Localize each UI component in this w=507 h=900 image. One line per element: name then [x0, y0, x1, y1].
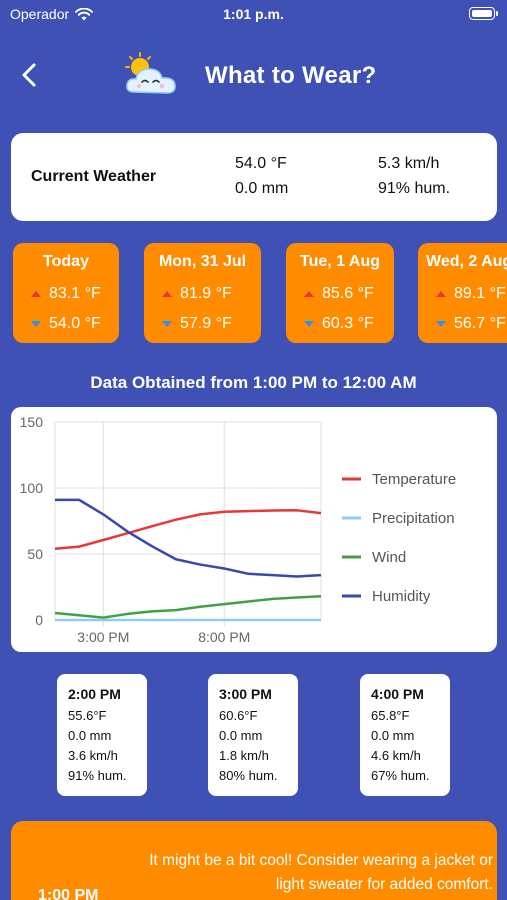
arrow-down-icon — [162, 321, 172, 327]
hourly-precip: 0.0 mm — [371, 728, 415, 743]
hourly-wind: 4.6 km/h — [371, 748, 421, 763]
forecast-day: Today — [43, 253, 89, 270]
forecast-day: Mon, 31 Jul — [158, 253, 247, 270]
forecast-day: Tue, 1 Aug — [300, 253, 380, 270]
forecast-low: 60.3 °F — [304, 315, 374, 333]
recommendation-text: It might be a bit cool! Consider wearing… — [149, 852, 493, 893]
y-tick-label: 50 — [27, 546, 43, 562]
weather-chart-card: 0 50 100 150 3:00 PM 8:00 PM Temperature Precip… — [11, 407, 497, 652]
hourly-temp: 65.8°F — [371, 708, 410, 723]
arrow-down-icon — [436, 321, 446, 327]
status-bar: Operador 1:01 p.m. — [0, 0, 507, 30]
series-line-humidity — [55, 498, 322, 578]
x-tick-label: 8:00 PM — [198, 629, 250, 645]
forecast-low: 54.0 °F — [31, 315, 101, 333]
hourly-humidity: 91% hum. — [68, 768, 127, 783]
hourly-time: 2:00 PM — [68, 686, 121, 702]
forecast-high: 83.1 °F — [31, 285, 101, 303]
series-line-temperature — [54, 509, 322, 550]
legend-label: Precipitation — [372, 510, 455, 527]
wifi-icon — [75, 7, 94, 20]
y-tick-label: 150 — [20, 414, 44, 430]
hourly-card[interactable]: 3:00 PM 60.6°F 0.0 mm 1.8 km/h 80% hum. — [208, 674, 298, 796]
app-header: What to Wear? — [0, 52, 507, 100]
forecast-low: 56.7 °F — [436, 315, 506, 333]
data-range-title: Data Obtained from 1:00 PM to 12:00 AM — [90, 373, 417, 392]
forecast-card[interactable]: Wed, 2 Aug 89.1 °F 56.7 °F — [418, 243, 507, 343]
hourly-wind: 1.8 km/h — [219, 748, 269, 763]
arrow-down-icon — [304, 321, 314, 327]
current-weather-card: Current Weather 54.0 °F 0.0 mm 5.3 km/h … — [11, 133, 497, 221]
current-temperature: 54.0 °F — [235, 155, 287, 172]
forecast-high: 85.6 °F — [304, 285, 374, 303]
hourly-time: 4:00 PM — [371, 686, 424, 702]
sun-cloud-icon — [125, 52, 176, 94]
forecast-card[interactable]: Today 83.1 °F 54.0 °F — [13, 243, 119, 343]
hourly-wind: 3.6 km/h — [68, 748, 118, 763]
status-time: 1:01 p.m. — [223, 6, 284, 22]
arrow-up-icon — [304, 291, 314, 297]
arrow-up-icon — [436, 291, 446, 297]
forecast-day: Wed, 2 Aug — [426, 253, 507, 270]
forecast-card[interactable]: Tue, 1 Aug 85.6 °F 60.3 °F — [286, 243, 394, 343]
series-line-wind — [54, 594, 322, 619]
arrow-up-icon — [162, 291, 172, 297]
legend-label: Wind — [372, 549, 406, 566]
current-weather-label: Current Weather — [31, 168, 157, 185]
y-tick-label: 100 — [20, 480, 44, 496]
outfit-recommendation-card: It might be a bit cool! Consider wearing… — [11, 821, 497, 900]
forecast-low: 57.9 °F — [162, 315, 232, 333]
page-title: What to Wear? — [205, 62, 377, 89]
y-tick-label: 0 — [35, 612, 43, 628]
legend-label: Humidity — [372, 588, 431, 605]
current-humidity: 91% hum. — [378, 180, 451, 197]
hourly-precip: 0.0 mm — [68, 728, 112, 743]
hourly-precip: 0.0 mm — [219, 728, 263, 743]
carrier-label: Operador — [10, 6, 70, 22]
forecast-card[interactable]: Mon, 31 Jul 81.9 °F 57.9 °F — [144, 243, 261, 343]
hourly-humidity: 80% hum. — [219, 768, 278, 783]
forecast-high: 81.9 °F — [162, 285, 232, 303]
weather-line-chart: 0 50 100 150 3:00 PM 8:00 PM Temperature Precip… — [20, 414, 457, 645]
arrow-up-icon — [31, 291, 41, 297]
forecast-high: 89.1 °F — [436, 285, 506, 303]
back-button[interactable] — [16, 60, 46, 90]
carrier-info: Operador — [10, 6, 94, 22]
forecast-scroll[interactable]: Today 83.1 °F 54.0 °F Mon, 31 Jul 81.9 °… — [0, 243, 507, 343]
hourly-card[interactable]: 4:00 PM 65.8°F 0.0 mm 4.6 km/h 67% hum. — [360, 674, 450, 796]
arrow-down-icon — [31, 321, 41, 327]
recommendation-time: 1:00 PM — [38, 887, 99, 900]
legend-label: Temperature — [372, 471, 456, 488]
hourly-time: 3:00 PM — [219, 686, 272, 702]
hourly-card[interactable]: 2:00 PM 55.6°F 0.0 mm 3.6 km/h 91% hum. — [57, 674, 147, 796]
current-wind: 5.3 km/h — [378, 155, 440, 172]
hourly-temp: 55.6°F — [68, 708, 107, 723]
hourly-humidity: 67% hum. — [371, 768, 430, 783]
x-tick-label: 3:00 PM — [77, 629, 129, 645]
current-precipitation: 0.0 mm — [235, 180, 289, 197]
battery-icon — [469, 7, 498, 20]
hourly-temp: 60.6°F — [219, 708, 258, 723]
